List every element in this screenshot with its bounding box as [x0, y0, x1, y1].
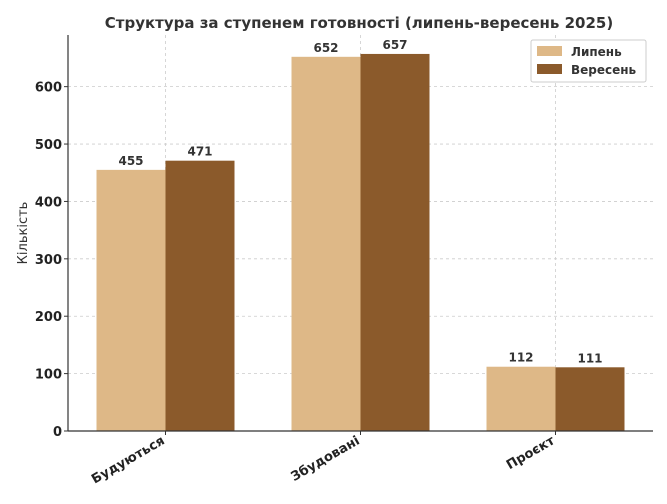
- x-tick-label: Збудовані: [289, 433, 363, 484]
- x-tick-label: Будуються: [89, 433, 167, 487]
- bar-value-label: 471: [187, 145, 212, 159]
- y-axis-label: Кількість: [16, 202, 31, 265]
- legend-swatch: [537, 64, 562, 74]
- bar-value-label: 455: [118, 154, 143, 168]
- y-tick-label: 200: [35, 310, 62, 325]
- y-tick-label: 0: [53, 425, 62, 440]
- legend-label: Липень: [571, 45, 622, 59]
- bar-Липень-Проєкт: [486, 366, 556, 431]
- bar-Липень-Будуються: [96, 169, 166, 431]
- legend: Липень Вересень: [530, 39, 647, 83]
- bar-Липень-Збудовані: [291, 56, 361, 432]
- y-tick-label: 500: [35, 138, 62, 153]
- legend-swatch: [537, 46, 562, 56]
- value-labels-layer: 455 652 112 471 657 111: [118, 38, 602, 365]
- bar-value-label: 111: [577, 351, 602, 365]
- chart-title: Структура за ступенем готовності (липень…: [105, 14, 613, 32]
- legend-label: Вересень: [571, 63, 637, 77]
- y-tick-label: 600: [35, 81, 62, 96]
- bar-Вересень-Збудовані: [360, 53, 430, 432]
- y-tick-label: 100: [35, 368, 62, 383]
- bar-Вересень-Проєкт: [555, 367, 625, 431]
- bar-value-label: 112: [508, 351, 533, 365]
- bar-Вересень-Будуються: [165, 160, 235, 431]
- bar-value-label: 652: [313, 41, 338, 55]
- bars-layer: [96, 53, 625, 432]
- bar-value-label: 657: [382, 38, 407, 52]
- y-tick-label: 400: [35, 195, 62, 210]
- x-tick-label: Проєкт: [504, 433, 558, 473]
- y-tick-label: 300: [35, 253, 62, 268]
